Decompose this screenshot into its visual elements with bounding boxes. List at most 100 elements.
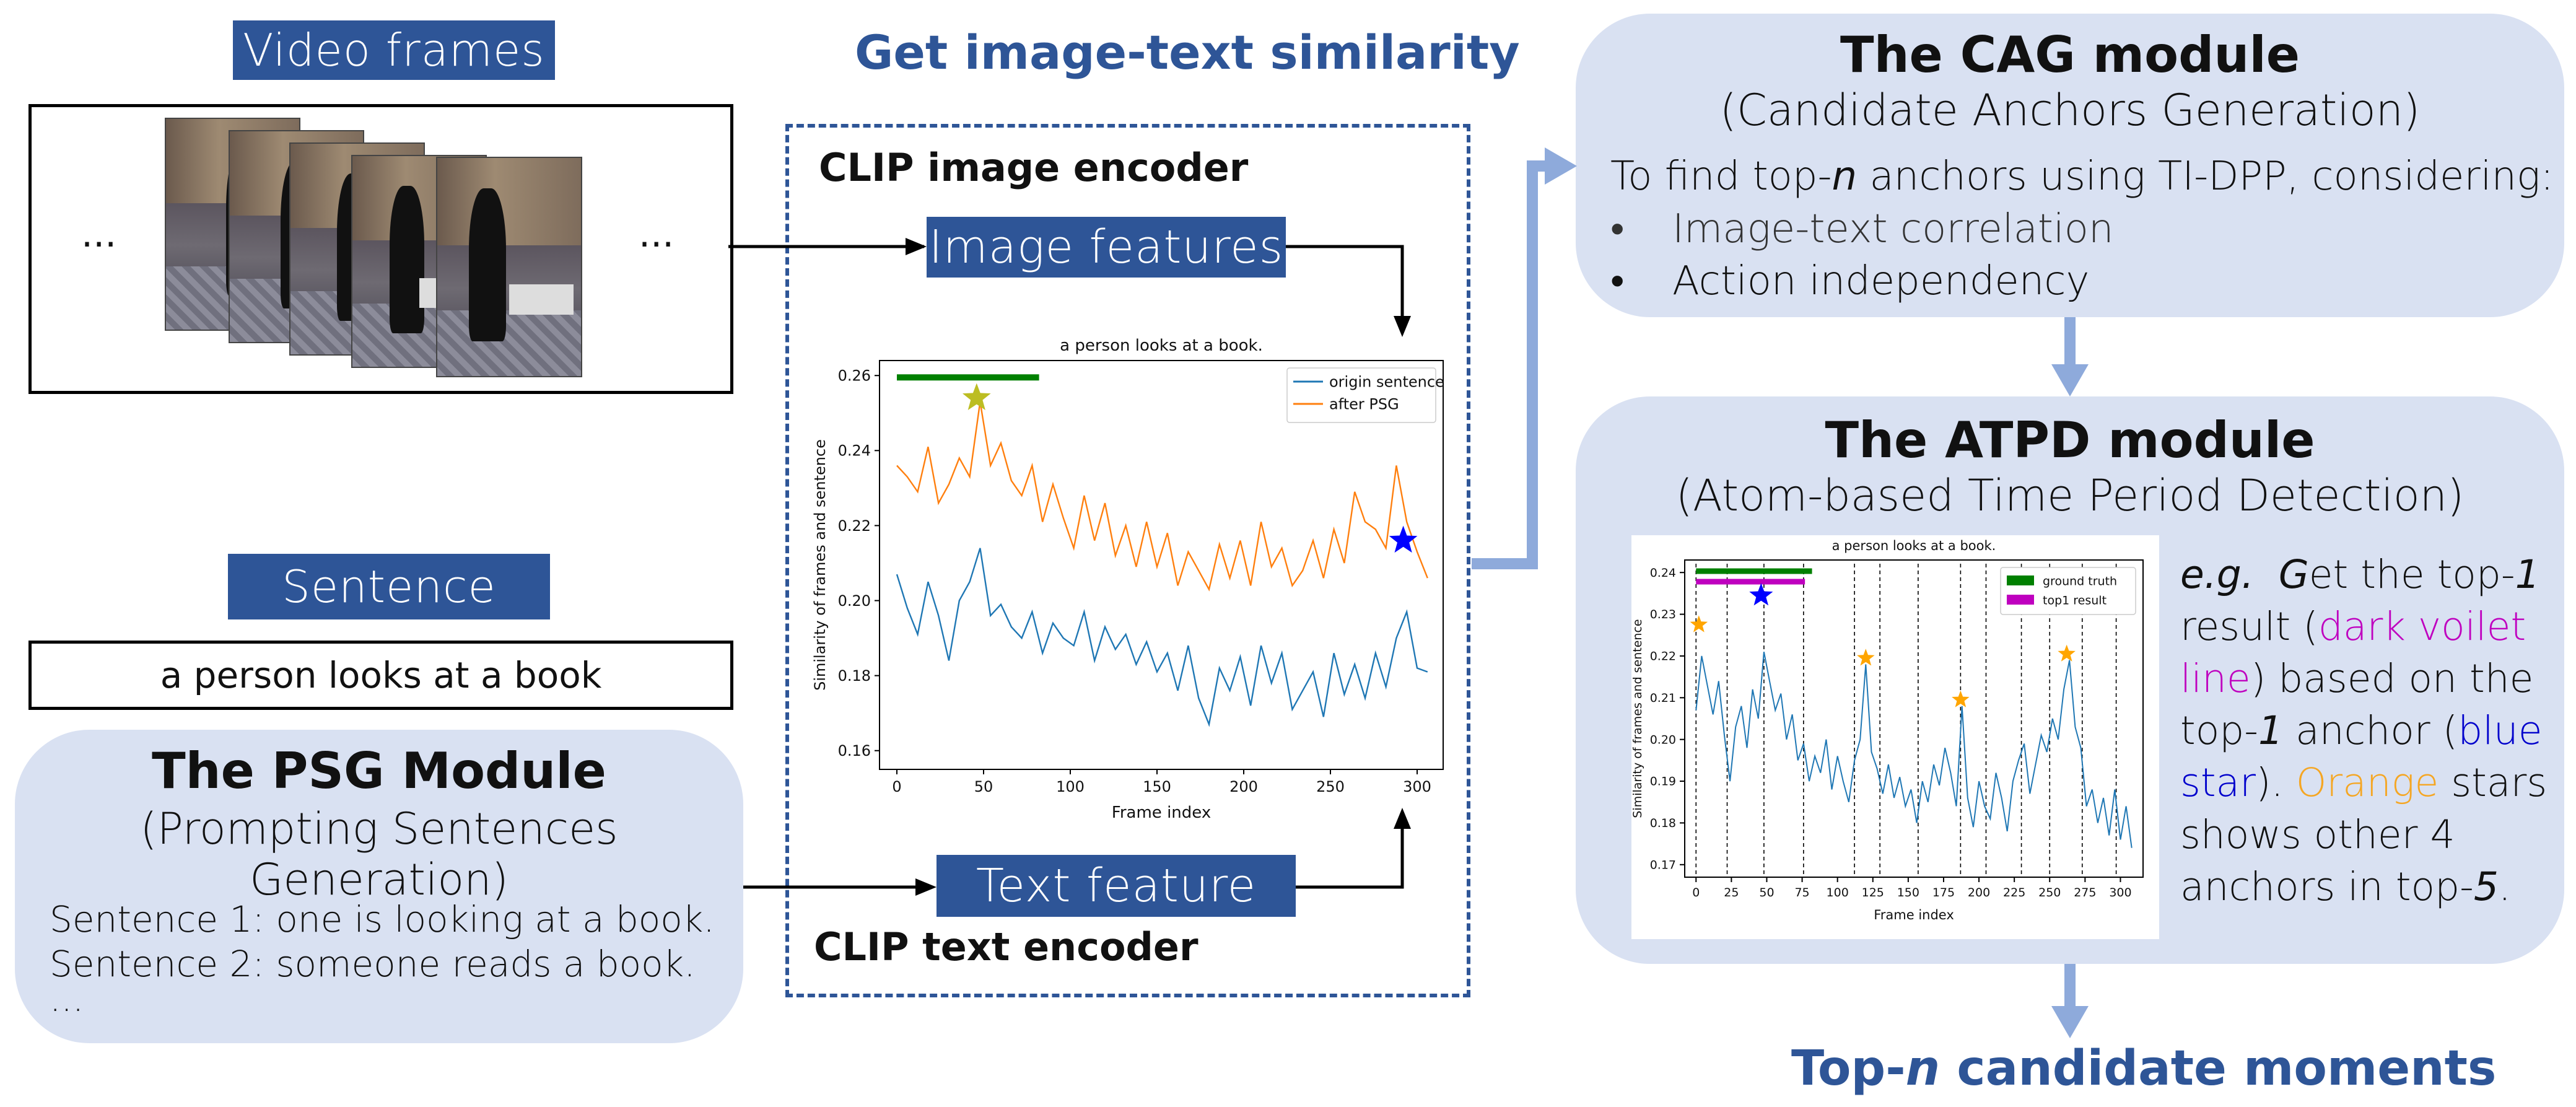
x-tick-label: 200 [1968, 886, 1990, 899]
series-line-origin [896, 548, 1428, 727]
star-icon [1749, 583, 1773, 606]
ellipsis-right: ... [639, 212, 675, 256]
y-tick-label: 0.22 [1650, 650, 1676, 663]
cag-subtitle: (Candidate Anchors Generation) [1719, 85, 2421, 136]
arrowhead-icon [2051, 364, 2089, 396]
x-tick-label: 25 [1724, 886, 1739, 899]
legend-label: origin sentence [1329, 373, 1444, 390]
y-axis-label: Similarity of frames and sentence [811, 439, 829, 691]
x-tick-label: 0 [892, 778, 901, 795]
video-frames-box: ... ... [28, 104, 733, 394]
atpd-description: e.g. Get the top-1 result (dark voilet l… [2180, 549, 2552, 913]
x-tick-label: 200 [1229, 778, 1258, 795]
atpd-dark: dark voilet line [2180, 604, 2526, 701]
x-tick-label: 150 [1897, 886, 1919, 899]
sentence-text: a person looks at a book [160, 654, 602, 696]
atpd-title: The ATPD module [1825, 411, 2315, 469]
plot-frame [1684, 559, 2144, 878]
star-icon [1690, 615, 1708, 632]
legend-box [1286, 367, 1436, 423]
x-tick-label: 225 [2003, 886, 2025, 899]
psg-sentence-1: Sentence 1: one is looking at a book. [50, 898, 715, 940]
cag-description: To find top-n anchors using TI-DPP, cons… [1610, 154, 2554, 199]
x-tick-label: 250 [1316, 778, 1345, 795]
star-icon [963, 383, 991, 410]
legend-label: ground truth [2043, 575, 2117, 589]
atpd-eg: e.g. [2180, 552, 2254, 597]
x-tick-label: 300 [1403, 778, 1431, 795]
ellipsis-left: ... [81, 212, 117, 256]
cag-bullet-2-text: Action independency [1672, 258, 2090, 304]
chart-title: a person looks at a book. [1060, 336, 1263, 355]
y-tick-label: 0.17 [1650, 858, 1676, 872]
atpd-p7: . [2498, 864, 2511, 909]
similarity-chart: a person looks at a book. 0 50 100 150 200 250… [805, 328, 1456, 824]
video-frames-label: Video frames [233, 20, 555, 80]
x-tick-label: 0 [1692, 886, 1700, 899]
arrow-similarity-to-cag [1472, 160, 1548, 569]
legend-box [2000, 567, 2136, 615]
clip-image-encoder-label: CLIP image encoder [819, 145, 1249, 190]
y-tick-label: 0.20 [1650, 733, 1676, 746]
x-tick-label: 100 [1056, 778, 1085, 795]
y-tick-label: 0.21 [1650, 691, 1676, 705]
x-tick-label: 175 [1932, 886, 1955, 899]
chart-title: a person looks at a book. [1832, 538, 1996, 553]
y-tick-label: 0.26 [838, 367, 871, 385]
star-icon [2058, 644, 2076, 662]
output-post: candidate moments [1940, 1041, 2497, 1096]
cag-intro-pre: To find top- [1610, 154, 1832, 199]
psg-subtitle: (Prompting Sentences Generation) [140, 803, 618, 905]
y-tick-label: 0.19 [1650, 775, 1676, 789]
y-tick-label: 0.23 [1650, 608, 1676, 621]
text-feature-label: Text feature [937, 855, 1296, 917]
clip-text-encoder-label: CLIP text encoder [814, 924, 1198, 969]
atpd-blue: blue star [2180, 708, 2543, 805]
atpd-five: 5 [2473, 864, 2499, 909]
y-tick-label: 0.22 [838, 517, 871, 535]
atpd-one-a: 1 [2515, 552, 2540, 597]
atpd-g: G [2278, 552, 2309, 597]
x-tick-label: 50 [974, 778, 993, 795]
atpd-p6: stars shows other 4 anchors in top- [2180, 760, 2548, 909]
series-line-after-psg [896, 401, 1428, 592]
y-tick-label: 0.18 [838, 667, 871, 685]
psg-sentence-2: Sentence 2: someone reads a book. [50, 943, 696, 985]
star-icon [1389, 525, 1418, 553]
bullet-icon: • [1610, 258, 1625, 304]
y-tick-label: 0.18 [1650, 816, 1676, 830]
psg-sentence-more: ... [50, 978, 84, 1020]
sentence-box: a person looks at a book [28, 641, 733, 710]
video-frame-5 [436, 157, 582, 377]
y-axis-label: Similarity of frames and sentence [1631, 619, 1644, 818]
atpd-p1: et the top- [2308, 552, 2515, 597]
plot-frame [879, 360, 1444, 770]
x-tick-label: 300 [2109, 886, 2131, 899]
x-tick-label: 100 [1827, 886, 1849, 899]
legend-label: after PSG [1329, 395, 1399, 413]
y-tick-label: 0.20 [838, 592, 871, 610]
bullet-icon: • [1610, 206, 1625, 252]
x-tick-label: 75 [1794, 886, 1809, 899]
psg-title: The PSG Module [152, 742, 606, 800]
atpd-p5: ). [2256, 760, 2296, 805]
similarity-title: Get image-text similarity [855, 25, 1520, 80]
cag-bullet-1-text: Image-text correlation [1672, 206, 2114, 252]
y-tick-label: 0.24 [838, 442, 871, 460]
legend-label: top1 result [2043, 594, 2107, 608]
x-tick-label: 125 [1862, 886, 1884, 899]
x-tick-label: 150 [1143, 778, 1171, 795]
output-n: n [1905, 1041, 1941, 1096]
atpd-module-panel: The ATPD module (Atom-based Time Period … [1576, 396, 2564, 964]
atpd-orange: Orange [2295, 760, 2439, 805]
x-axis-label: Frame index [1874, 908, 1954, 922]
psg-sentence-list: Sentence 1: one is looking at a book. Se… [50, 897, 715, 1020]
cag-intro-n: n [1832, 154, 1858, 199]
cag-intro-post: anchors using TI-DPP, considering: [1857, 154, 2554, 199]
atpd-p2: result ( [2180, 604, 2318, 649]
atpd-chart-svg: a person looks at a book. 0 25 50 75 100 125 15… [1631, 538, 2144, 922]
atpd-one-b: 1 [2258, 708, 2284, 753]
star-icon [1952, 690, 1970, 707]
y-tick-label: 0.16 [838, 742, 871, 759]
cag-bullet-2: • Action independency [1610, 258, 2089, 304]
